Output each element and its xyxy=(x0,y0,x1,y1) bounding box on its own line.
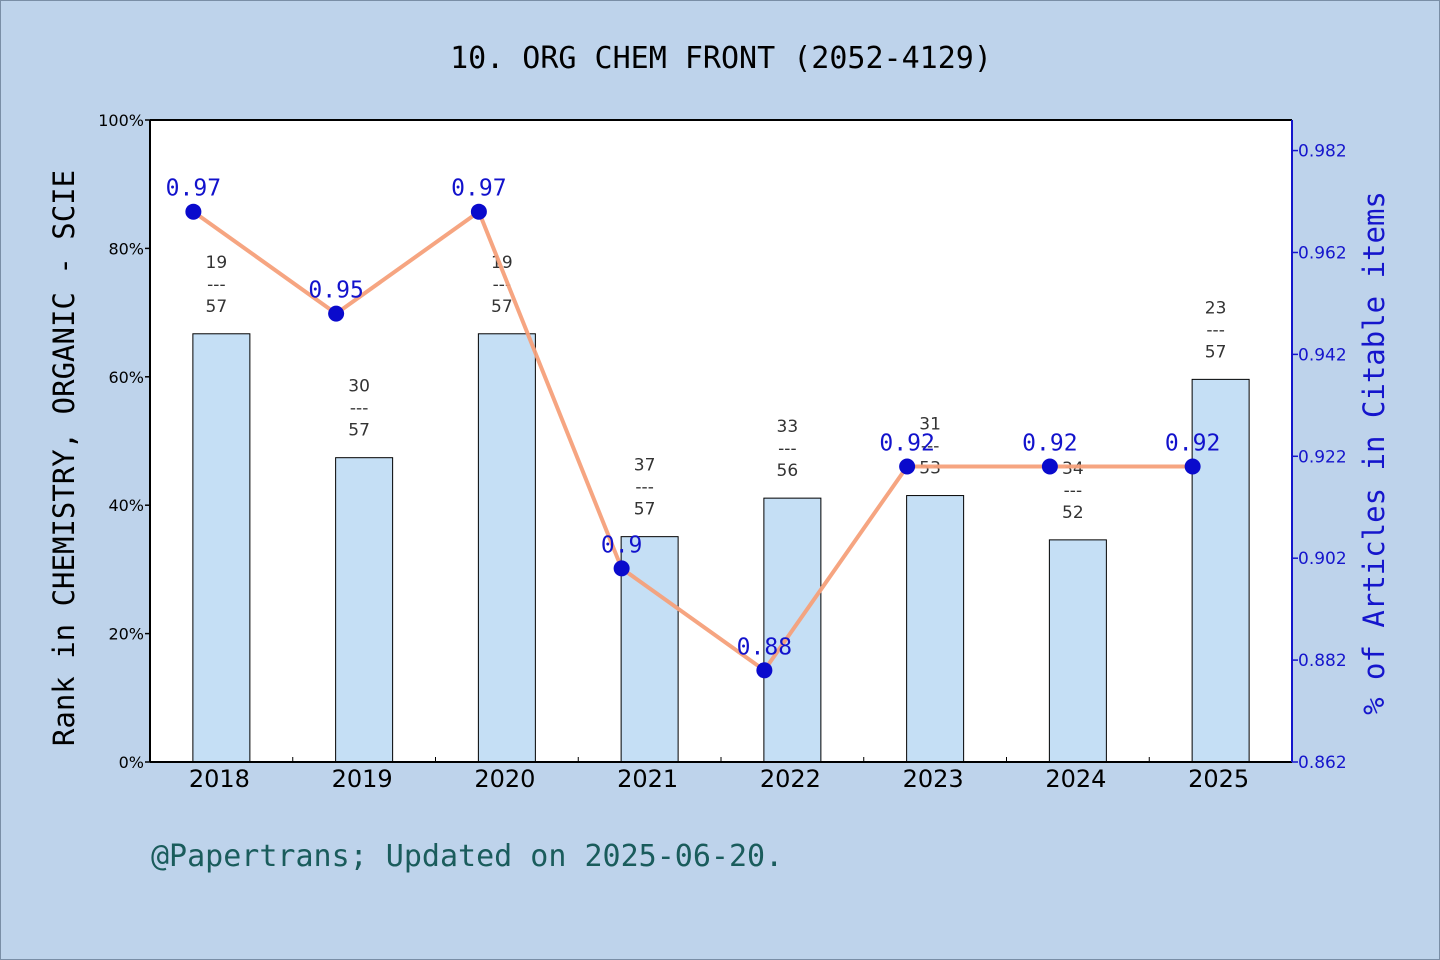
bar-label-rank: 33 xyxy=(777,417,799,437)
bar xyxy=(477,333,536,763)
point-label: 0.95 xyxy=(308,278,363,304)
x-tick-label: 2025 xyxy=(1188,765,1249,793)
point-label: 0.92 xyxy=(1165,430,1220,456)
line-point xyxy=(899,458,916,475)
line-point xyxy=(185,203,202,220)
y-tick-label: 80% xyxy=(108,239,144,258)
bar xyxy=(620,536,679,763)
x-tick-label: 2021 xyxy=(617,765,678,793)
bar xyxy=(906,495,965,763)
bar-label-total: 57 xyxy=(348,421,370,441)
bar-label-total: 52 xyxy=(1062,503,1084,523)
y-axis-label: Rank in CHEMISTRY, ORGANIC - SCIE xyxy=(47,170,81,746)
bar-label-separator: --- xyxy=(778,439,796,459)
y2-tick-label: 0.862 xyxy=(1298,753,1347,773)
bar-label-separator: --- xyxy=(1064,481,1082,501)
y2-tick-label: 0.962 xyxy=(1298,243,1347,263)
bar-label-separator: --- xyxy=(1206,320,1224,340)
y2-tick-label: 0.982 xyxy=(1298,142,1347,162)
y-tick-label: 100% xyxy=(98,111,144,130)
bar-label-separator: --- xyxy=(207,275,225,295)
bar-label-total: 57 xyxy=(206,297,228,317)
line-point xyxy=(1184,458,1201,475)
bar xyxy=(335,457,394,763)
point-label: 0.92 xyxy=(1022,430,1077,456)
bar-label-total: 57 xyxy=(491,297,513,317)
y2-tick-label: 0.942 xyxy=(1298,345,1347,365)
bar-label-separator: --- xyxy=(350,399,368,419)
bar-label-rank: 37 xyxy=(634,456,656,476)
bar-label-total: 56 xyxy=(777,461,799,481)
bar xyxy=(1048,539,1107,763)
plot-area xyxy=(150,120,1292,762)
line-point xyxy=(328,305,345,322)
y2-tick-label: 0.882 xyxy=(1298,651,1347,671)
point-label: 0.9 xyxy=(601,532,643,558)
bar-label-total: 57 xyxy=(634,500,656,520)
line-point xyxy=(613,560,630,577)
y-tick-label: 60% xyxy=(108,368,144,387)
y2-tick-label: 0.902 xyxy=(1298,549,1347,569)
y2-tick-label: 0.922 xyxy=(1298,447,1347,467)
bar xyxy=(192,333,251,763)
y-tick-label: 20% xyxy=(108,625,144,644)
bar-label-rank: 34 xyxy=(1062,459,1084,479)
point-label: 0.88 xyxy=(737,634,792,660)
bar-label-separator: --- xyxy=(921,437,939,457)
bar-label-rank: 30 xyxy=(348,377,370,397)
point-label: 0.97 xyxy=(166,176,221,202)
x-tick-label: 2018 xyxy=(189,765,250,793)
y-tick-label: 0% xyxy=(119,753,144,772)
x-tick-label: 2020 xyxy=(474,765,535,793)
x-tick-label: 2024 xyxy=(1045,765,1106,793)
y2-axis-label: % of Articles in Citable items xyxy=(1357,191,1391,715)
bar-label-rank: 19 xyxy=(206,253,228,273)
chart-title: 10. ORG CHEM FRONT (2052-4129) xyxy=(450,41,992,76)
line-point xyxy=(1041,458,1058,475)
bar-label-total: 53 xyxy=(919,459,941,479)
line-point xyxy=(756,662,773,679)
point-label: 0.92 xyxy=(879,430,934,456)
bar-label-separator: --- xyxy=(635,478,653,498)
footer-credit: @Papertrans; Updated on 2025-06-20. xyxy=(151,839,783,874)
x-tick-label: 2022 xyxy=(760,765,821,793)
bar-label-total: 57 xyxy=(1205,342,1227,362)
point-label: 0.97 xyxy=(451,176,506,202)
line-layer: 0.97 0.95 0.97 0.9 0.88 0.92 0.92 0.92 xyxy=(166,176,1220,679)
line-point xyxy=(470,203,487,220)
bar-label-rank: 31 xyxy=(919,415,941,435)
line-series xyxy=(192,209,1193,673)
x-tick-label: 2023 xyxy=(903,765,964,793)
y-tick-label: 40% xyxy=(108,496,144,515)
x-tick-label: 2019 xyxy=(332,765,393,793)
axes-layer: 0% 20% 40% 60% 80% 100% 0.862 0.882 0.902 0.922 0.… xyxy=(98,111,1346,793)
bar xyxy=(1191,378,1250,763)
bar-label-rank: 23 xyxy=(1205,298,1227,318)
